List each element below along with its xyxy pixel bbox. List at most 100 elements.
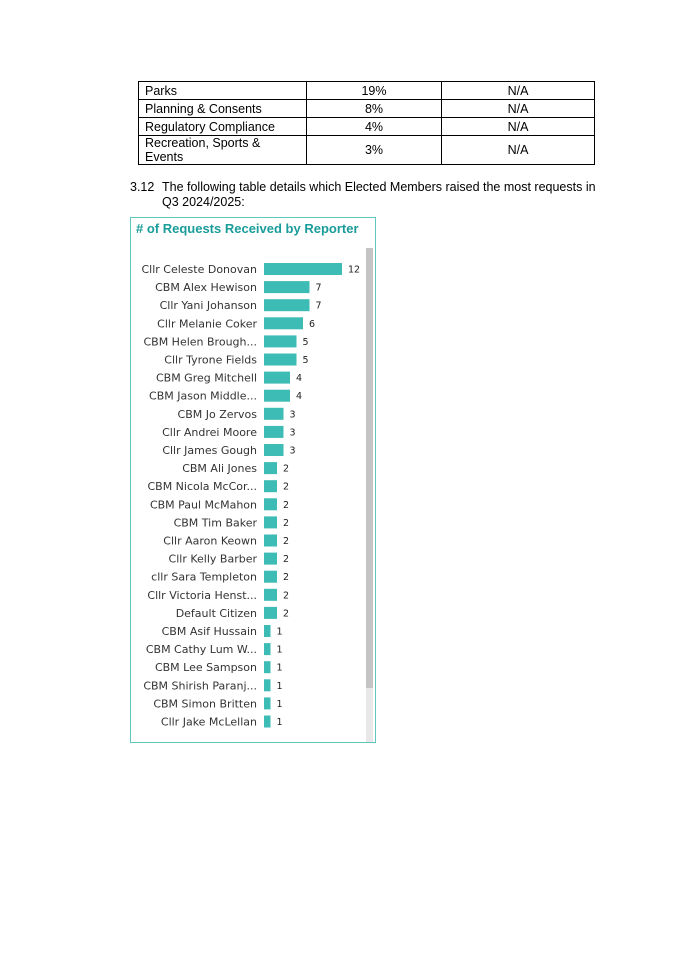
cell-value: 4% xyxy=(306,117,442,136)
category-label: CBM Tim Baker xyxy=(174,516,258,529)
category-label: CBM Helen Brough... xyxy=(143,335,257,348)
cell-category: Parks xyxy=(138,81,307,100)
bar[interactable] xyxy=(264,715,271,728)
data-label: 2 xyxy=(283,608,289,619)
bar[interactable] xyxy=(264,371,290,384)
data-label: 3 xyxy=(290,446,296,457)
chart-scrollbar[interactable] xyxy=(366,248,373,742)
data-label: 1 xyxy=(277,717,283,728)
category-label: CBM Jason Middle... xyxy=(149,390,257,403)
cell-category: Recreation, Sports & Events xyxy=(138,135,307,165)
data-label: 1 xyxy=(277,699,283,710)
category-label: Default Citizen xyxy=(176,607,257,620)
category-label: CBM Alex Hewison xyxy=(155,281,257,294)
category-label: CBM Jo Zervos xyxy=(178,408,258,421)
data-label: 7 xyxy=(316,301,322,312)
data-label: 5 xyxy=(303,355,309,366)
bar[interactable] xyxy=(264,462,277,475)
data-label: 2 xyxy=(283,572,289,583)
table-row: Recreation, Sports & Events 3% N/A xyxy=(138,135,595,165)
data-label: 5 xyxy=(303,337,309,348)
chart-title: # of Requests Received by Reporter xyxy=(136,221,359,236)
cell-value: 8% xyxy=(306,99,442,118)
bar[interactable] xyxy=(264,570,277,583)
bar[interactable] xyxy=(264,480,277,493)
category-label: Cllr Aaron Keown xyxy=(163,535,257,548)
bar[interactable] xyxy=(264,389,290,402)
data-label: 1 xyxy=(277,681,283,692)
category-label: Cllr Andrei Moore xyxy=(162,426,257,439)
category-label: Cllr Kelly Barber xyxy=(169,553,258,566)
data-label: 6 xyxy=(309,319,315,330)
bar[interactable] xyxy=(264,425,284,438)
category-label: CBM Paul McMahon xyxy=(150,498,257,511)
category-label: Cllr Celeste Donovan xyxy=(141,263,257,276)
data-label: 2 xyxy=(283,590,289,601)
cell-other: N/A xyxy=(441,117,595,136)
data-label: 2 xyxy=(283,518,289,529)
bar[interactable] xyxy=(264,679,271,692)
category-label: Cllr Melanie Coker xyxy=(157,317,257,330)
category-label: CBM Ali Jones xyxy=(182,462,257,475)
bar[interactable] xyxy=(264,606,277,619)
paragraph-text: The following table details which Electe… xyxy=(162,180,596,209)
bar[interactable] xyxy=(264,661,271,674)
category-label: cllr Sara Templeton xyxy=(151,571,257,584)
bar[interactable] xyxy=(264,281,310,294)
category-label: CBM Simon Britten xyxy=(153,697,257,710)
bar[interactable] xyxy=(264,498,277,511)
category-label: Cllr Yani Johanson xyxy=(160,299,257,312)
data-label: 12 xyxy=(348,265,360,276)
data-label: 2 xyxy=(283,536,289,547)
data-label: 4 xyxy=(296,373,302,384)
bar[interactable] xyxy=(264,588,277,601)
data-label: 3 xyxy=(290,409,296,420)
scrollbar-thumb[interactable] xyxy=(366,248,373,688)
data-label: 1 xyxy=(277,627,283,638)
cell-other: N/A xyxy=(441,135,595,165)
category-label: CBM Shirish Paranj... xyxy=(143,679,257,692)
paragraph-number: 3.12 xyxy=(130,180,155,194)
category-label: Cllr Jake McLellan xyxy=(161,716,257,729)
cell-category: Planning & Consents xyxy=(138,99,307,118)
bar[interactable] xyxy=(264,697,271,710)
category-label: CBM Asif Hussain xyxy=(162,625,257,638)
category-label: Cllr James Gough xyxy=(162,444,257,457)
table-row: Planning & Consents 8% N/A xyxy=(138,99,595,118)
bar[interactable] xyxy=(264,643,271,656)
data-label: 2 xyxy=(283,464,289,475)
bar[interactable] xyxy=(264,444,284,456)
data-label: 2 xyxy=(283,482,289,493)
cell-category: Regulatory Compliance xyxy=(138,117,307,136)
bar[interactable] xyxy=(264,353,297,366)
category-label: CBM Greg Mitchell xyxy=(156,372,257,385)
category-label: CBM Nicola McCor... xyxy=(147,480,257,493)
bar[interactable] xyxy=(264,552,277,565)
bar[interactable] xyxy=(264,407,284,420)
cell-other: N/A xyxy=(441,81,595,100)
category-label: Cllr Victoria Henst... xyxy=(147,589,257,602)
data-label: 4 xyxy=(296,391,302,402)
data-label: 7 xyxy=(316,283,322,294)
cell-other: N/A xyxy=(441,99,595,118)
bar[interactable] xyxy=(264,625,271,637)
bar[interactable] xyxy=(264,335,297,348)
category-label: CBM Cathy Lum W... xyxy=(146,643,257,656)
cell-value: 19% xyxy=(306,81,442,100)
bar[interactable] xyxy=(264,534,277,547)
category-table: Parks 19% N/A Planning & Consents 8% N/A Regul… xyxy=(138,81,595,165)
table-row: Regulatory Compliance 4% N/A xyxy=(138,117,595,136)
cell-value: 3% xyxy=(306,135,442,165)
requests-by-reporter-chart: # of Requests Received by Reporter Cllr … xyxy=(130,217,376,743)
category-label: CBM Lee Sampson xyxy=(155,661,257,674)
bar[interactable] xyxy=(264,263,342,275)
category-label: Cllr Tyrone Fields xyxy=(164,354,257,367)
data-label: 3 xyxy=(290,427,296,438)
data-label: 2 xyxy=(283,554,289,565)
table-row: Parks 19% N/A xyxy=(138,81,595,100)
data-label: 2 xyxy=(283,500,289,511)
bar[interactable] xyxy=(264,516,277,529)
bar[interactable] xyxy=(264,299,310,312)
bar[interactable] xyxy=(264,317,303,330)
